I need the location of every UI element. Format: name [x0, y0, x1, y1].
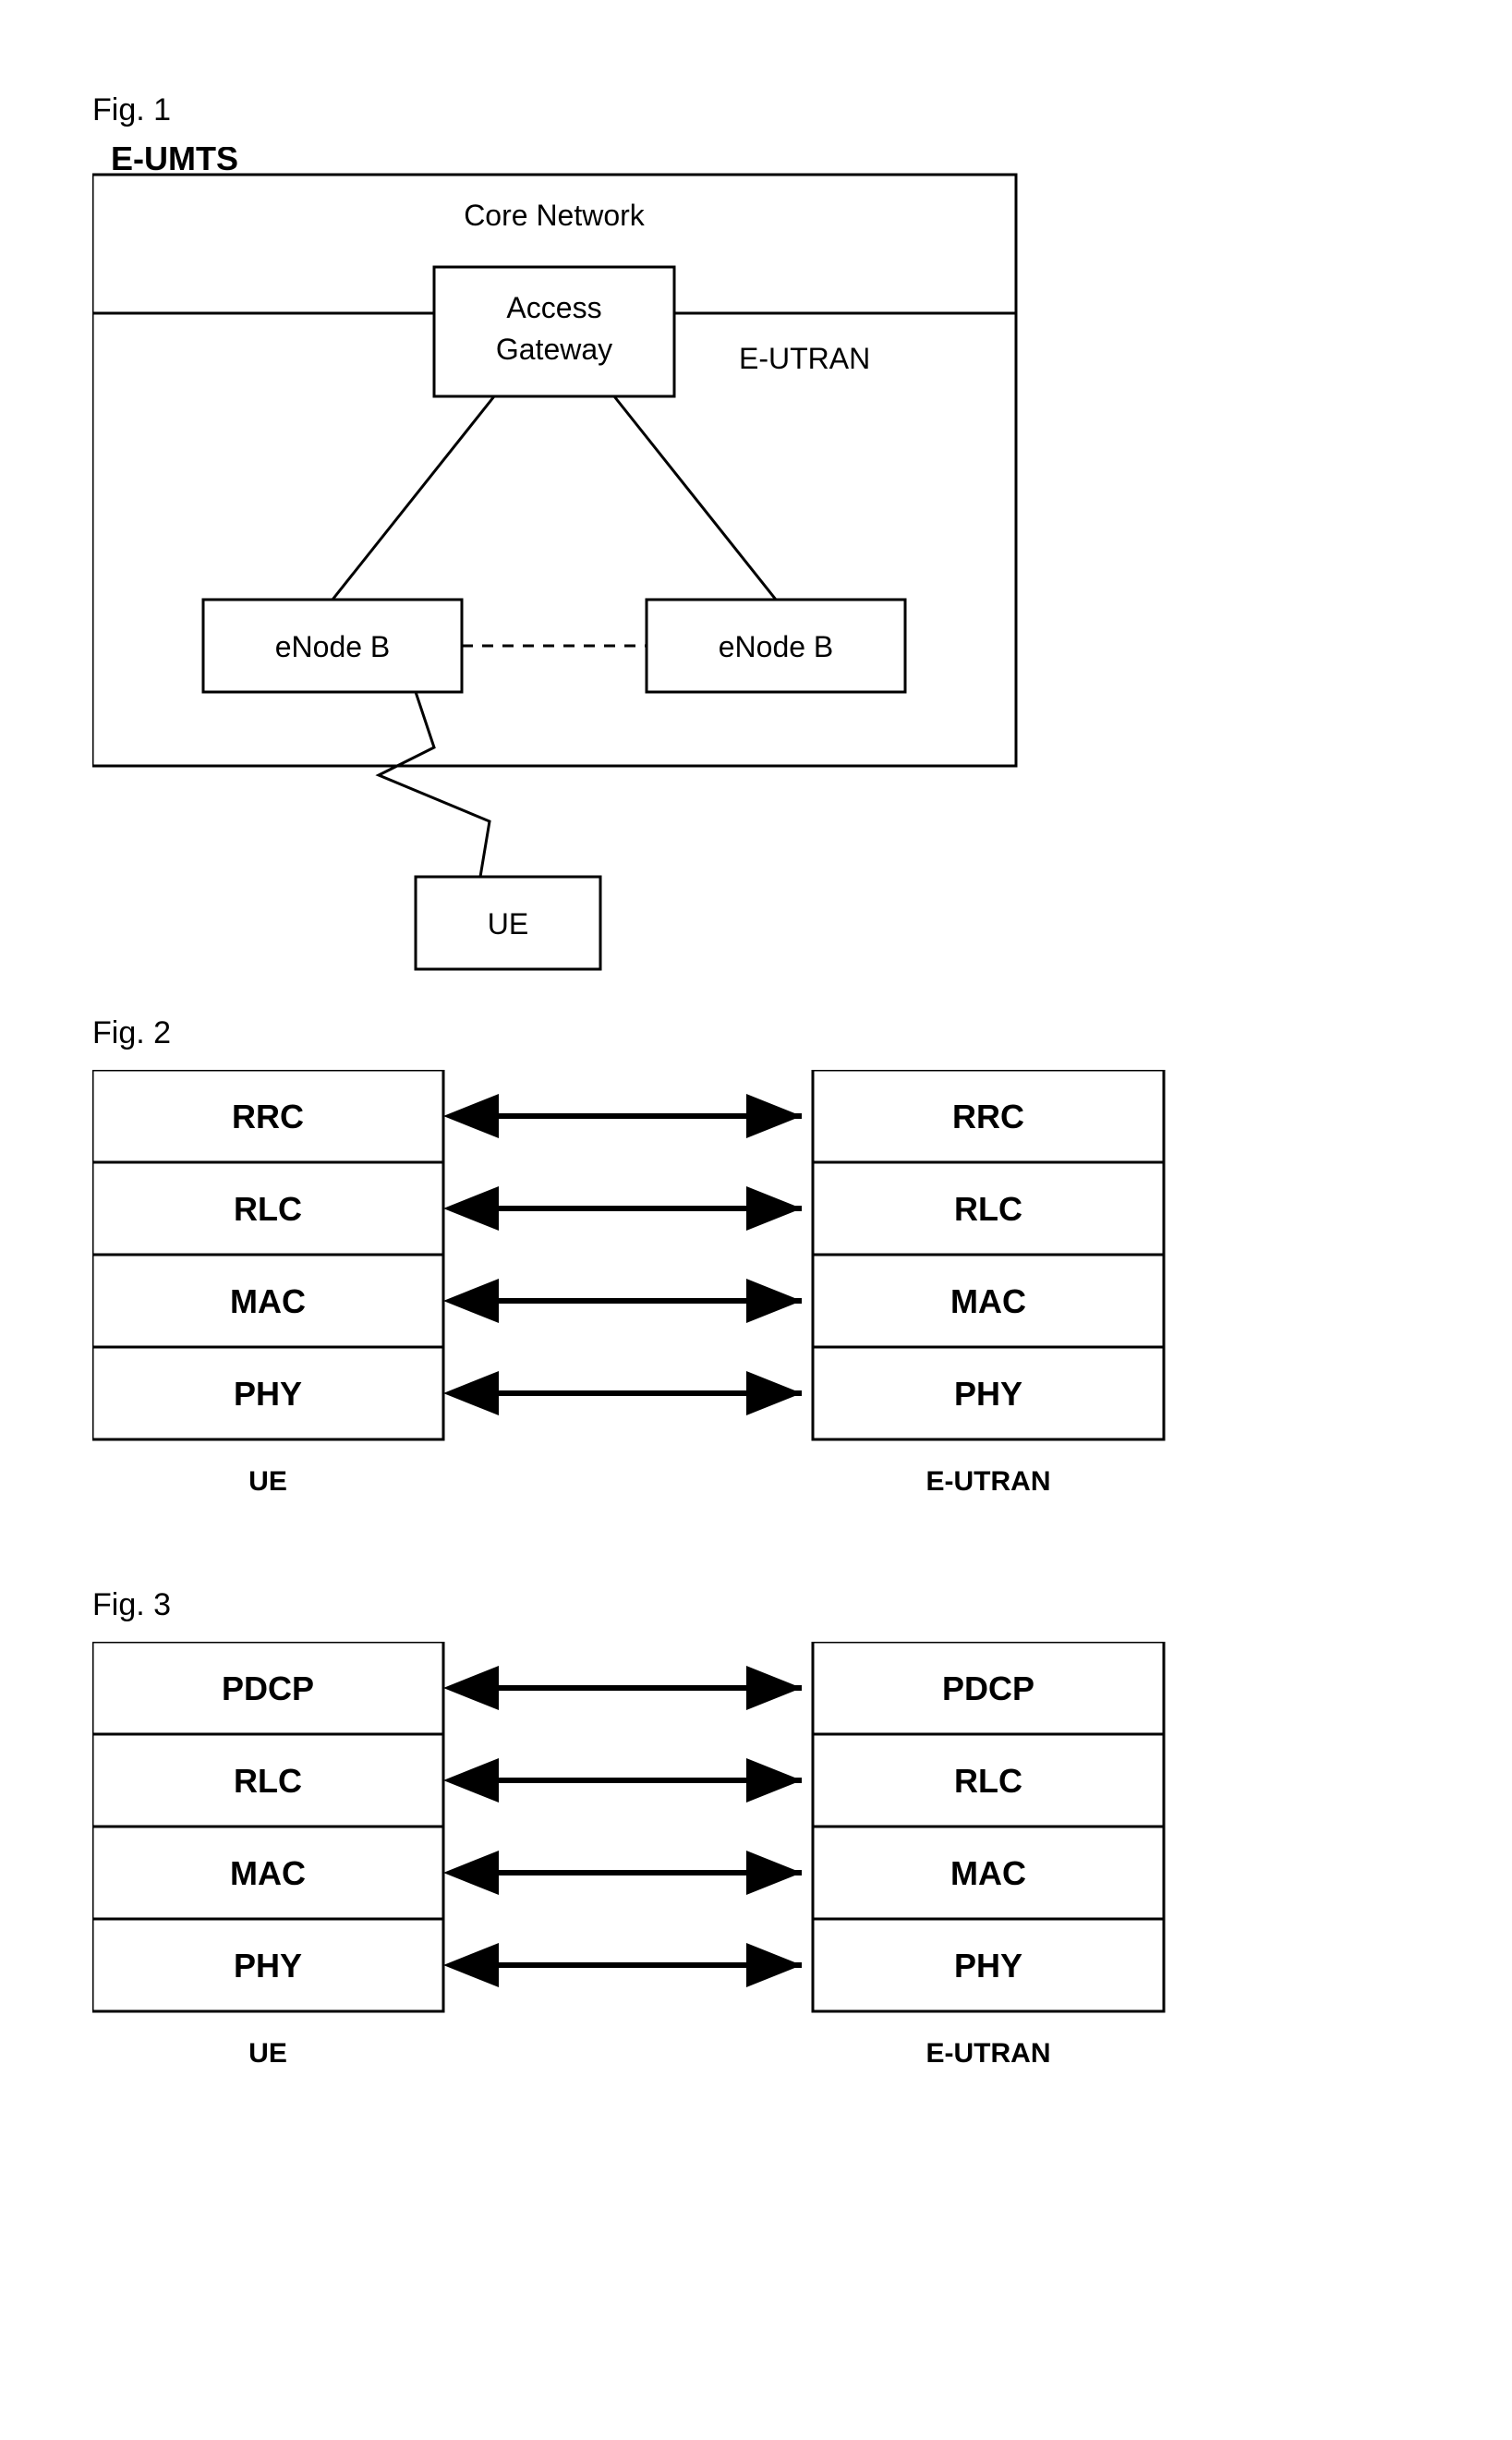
fig1-core-network-label: Core Network — [464, 199, 646, 232]
layer-label: PHY — [954, 1947, 1022, 1985]
fig3-label: Fig. 3 — [92, 1587, 1420, 1623]
fig2-diagram: RRC RLC MAC PHY RRC RLC MAC PHY UE E-UTRAN — [92, 1070, 1201, 1550]
fig2-label: Fig. 2 — [92, 1015, 1420, 1051]
fig1-ue-label: UE — [488, 907, 528, 941]
fig3-eutran-stack: PDCP RLC MAC PHY — [813, 1642, 1164, 2011]
fig1-label: Fig. 1 — [92, 92, 1420, 128]
fig1-eutran-label: E-UTRAN — [739, 342, 870, 375]
fig1-enodeb-right-label: eNode B — [719, 630, 834, 663]
layer-label: MAC — [950, 1282, 1026, 1320]
layer-label: MAC — [230, 1854, 306, 1892]
layer-label: MAC — [950, 1854, 1026, 1892]
fig1-access-gateway-box — [434, 267, 674, 396]
layer-label: PDCP — [222, 1669, 314, 1707]
layer-label: PHY — [234, 1375, 302, 1413]
fig2-ue-stack: RRC RLC MAC PHY — [92, 1070, 443, 1439]
fig3-ue-stack: PDCP RLC MAC PHY — [92, 1642, 443, 2011]
fig2-eutran-stack: RRC RLC MAC PHY — [813, 1070, 1164, 1439]
fig2-arrows — [454, 1116, 802, 1393]
layer-label: RLC — [954, 1190, 1022, 1228]
fig1-enodeb-left-label: eNode B — [275, 630, 391, 663]
fig2-eutran-caption: E-UTRAN — [926, 1466, 1051, 1497]
fig1-system-label: E-UMTS — [111, 147, 238, 177]
layer-label: RLC — [954, 1762, 1022, 1800]
fig3-eutran-caption: E-UTRAN — [926, 2038, 1051, 2069]
fig1-access-gateway-label-1: Access — [506, 291, 601, 324]
layer-label: RLC — [234, 1190, 302, 1228]
layer-label: MAC — [230, 1282, 306, 1320]
fig3-ue-caption: UE — [248, 2038, 287, 2069]
layer-label: RRC — [952, 1098, 1024, 1135]
layer-label: PHY — [954, 1375, 1022, 1413]
layer-label: RLC — [234, 1762, 302, 1800]
fig3-diagram: PDCP RLC MAC PHY PDCP RLC MAC PHY UE E-UTRAN — [92, 1642, 1201, 2122]
layer-label: PDCP — [942, 1669, 1034, 1707]
fig1-access-gateway-label-2: Gateway — [496, 333, 612, 366]
fig2-ue-caption: UE — [248, 1466, 287, 1497]
fig3-arrows — [454, 1688, 802, 1965]
fig1-diagram: E-UMTS Core Network Access Gateway E-UTR… — [92, 147, 1108, 978]
layer-label: PHY — [234, 1947, 302, 1985]
layer-label: RRC — [232, 1098, 304, 1135]
